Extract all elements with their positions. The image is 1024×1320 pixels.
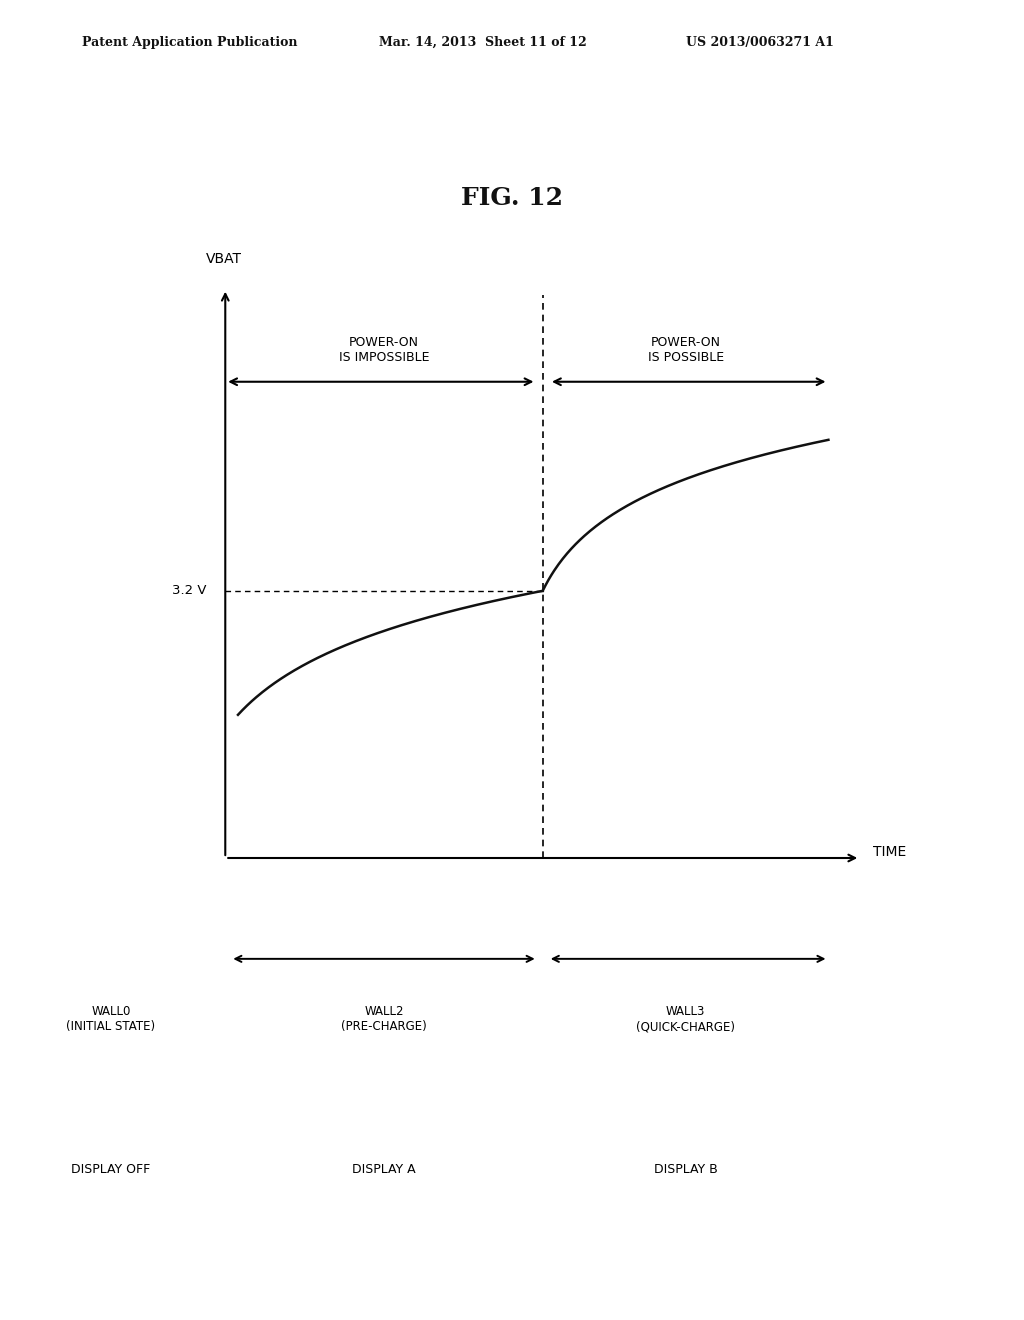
Text: VBAT: VBAT bbox=[206, 252, 243, 265]
Text: WALL0
(INITIAL STATE): WALL0 (INITIAL STATE) bbox=[67, 1005, 156, 1034]
Text: TIME: TIME bbox=[872, 845, 906, 859]
Text: DISPLAY B: DISPLAY B bbox=[653, 1163, 718, 1176]
Text: 3.2 V: 3.2 V bbox=[172, 585, 206, 598]
Text: FIG. 12: FIG. 12 bbox=[461, 186, 563, 210]
Text: Mar. 14, 2013  Sheet 11 of 12: Mar. 14, 2013 Sheet 11 of 12 bbox=[379, 36, 587, 49]
Text: POWER-ON
IS POSSIBLE: POWER-ON IS POSSIBLE bbox=[647, 337, 724, 364]
Text: WALL2
(PRE-CHARGE): WALL2 (PRE-CHARGE) bbox=[341, 1005, 427, 1034]
Text: DISPLAY A: DISPLAY A bbox=[352, 1163, 416, 1176]
Text: POWER-ON
IS IMPOSSIBLE: POWER-ON IS IMPOSSIBLE bbox=[339, 337, 429, 364]
Text: Patent Application Publication: Patent Application Publication bbox=[82, 36, 297, 49]
Text: US 2013/0063271 A1: US 2013/0063271 A1 bbox=[686, 36, 834, 49]
Text: WALL3
(QUICK-CHARGE): WALL3 (QUICK-CHARGE) bbox=[636, 1005, 735, 1034]
Text: DISPLAY OFF: DISPLAY OFF bbox=[72, 1163, 151, 1176]
